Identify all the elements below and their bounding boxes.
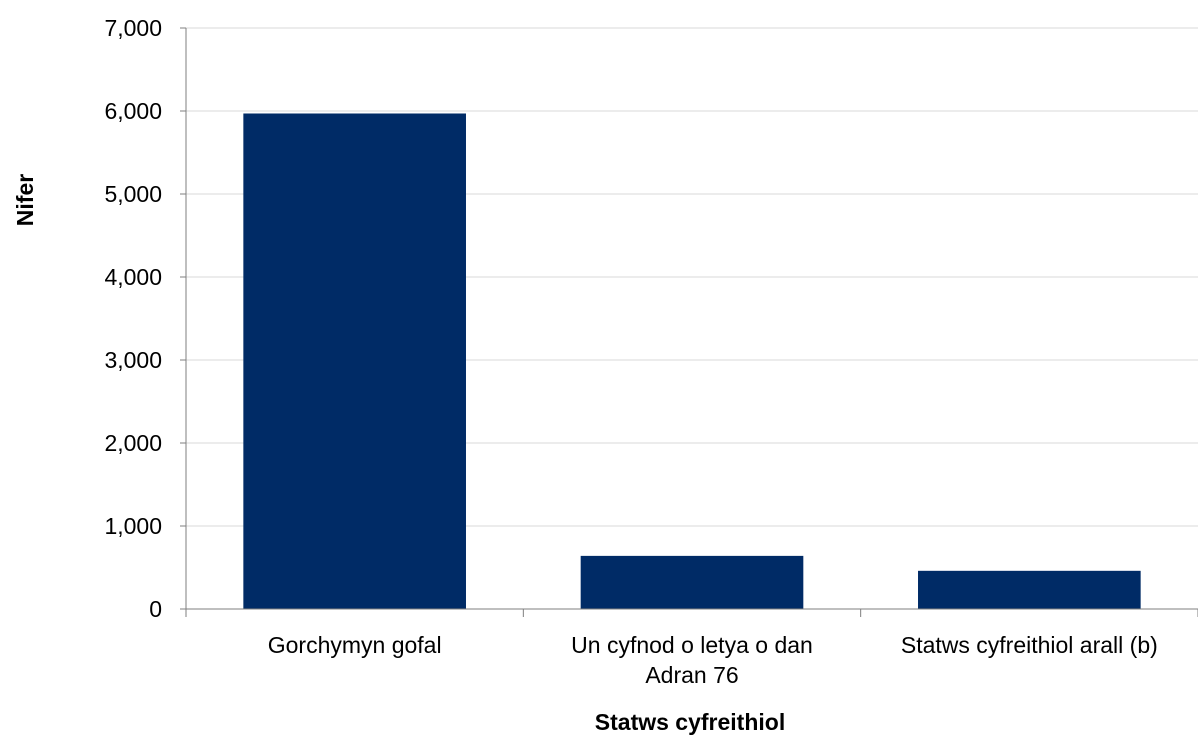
bar: [580, 555, 804, 609]
y-tick-label: 0: [149, 596, 162, 622]
x-category-label: Un cyfnod o letya o dan Adran 76: [571, 632, 813, 688]
y-tick-label: 6,000: [104, 98, 162, 124]
x-category-label: Statws cyfreithiol arall (b): [901, 632, 1158, 658]
axes: [180, 27, 1198, 617]
y-tick-label: 2,000: [104, 430, 162, 456]
y-tick-label: 4,000: [104, 264, 162, 290]
bars: [243, 113, 1141, 610]
y-axis-title: Nifer: [12, 174, 38, 226]
y-tick-labels: 0 1,000 2,000 3,000 4,000 5,000 6,000 7,000: [104, 15, 162, 622]
y-tick-label: 1,000: [104, 513, 162, 539]
x-axis-title: Statws cyfreithiol: [595, 709, 785, 735]
y-tick-label: 7,000: [104, 15, 162, 41]
y-tick-label: 5,000: [104, 181, 162, 207]
x-category-labels: Gorchymyn gofal Un cyfnod o letya o dan Ad…: [268, 632, 1158, 688]
y-tick-label: 3,000: [104, 347, 162, 373]
bar: [918, 570, 1141, 609]
bar: [243, 113, 466, 610]
x-category-label: Gorchymyn gofal: [268, 632, 442, 658]
